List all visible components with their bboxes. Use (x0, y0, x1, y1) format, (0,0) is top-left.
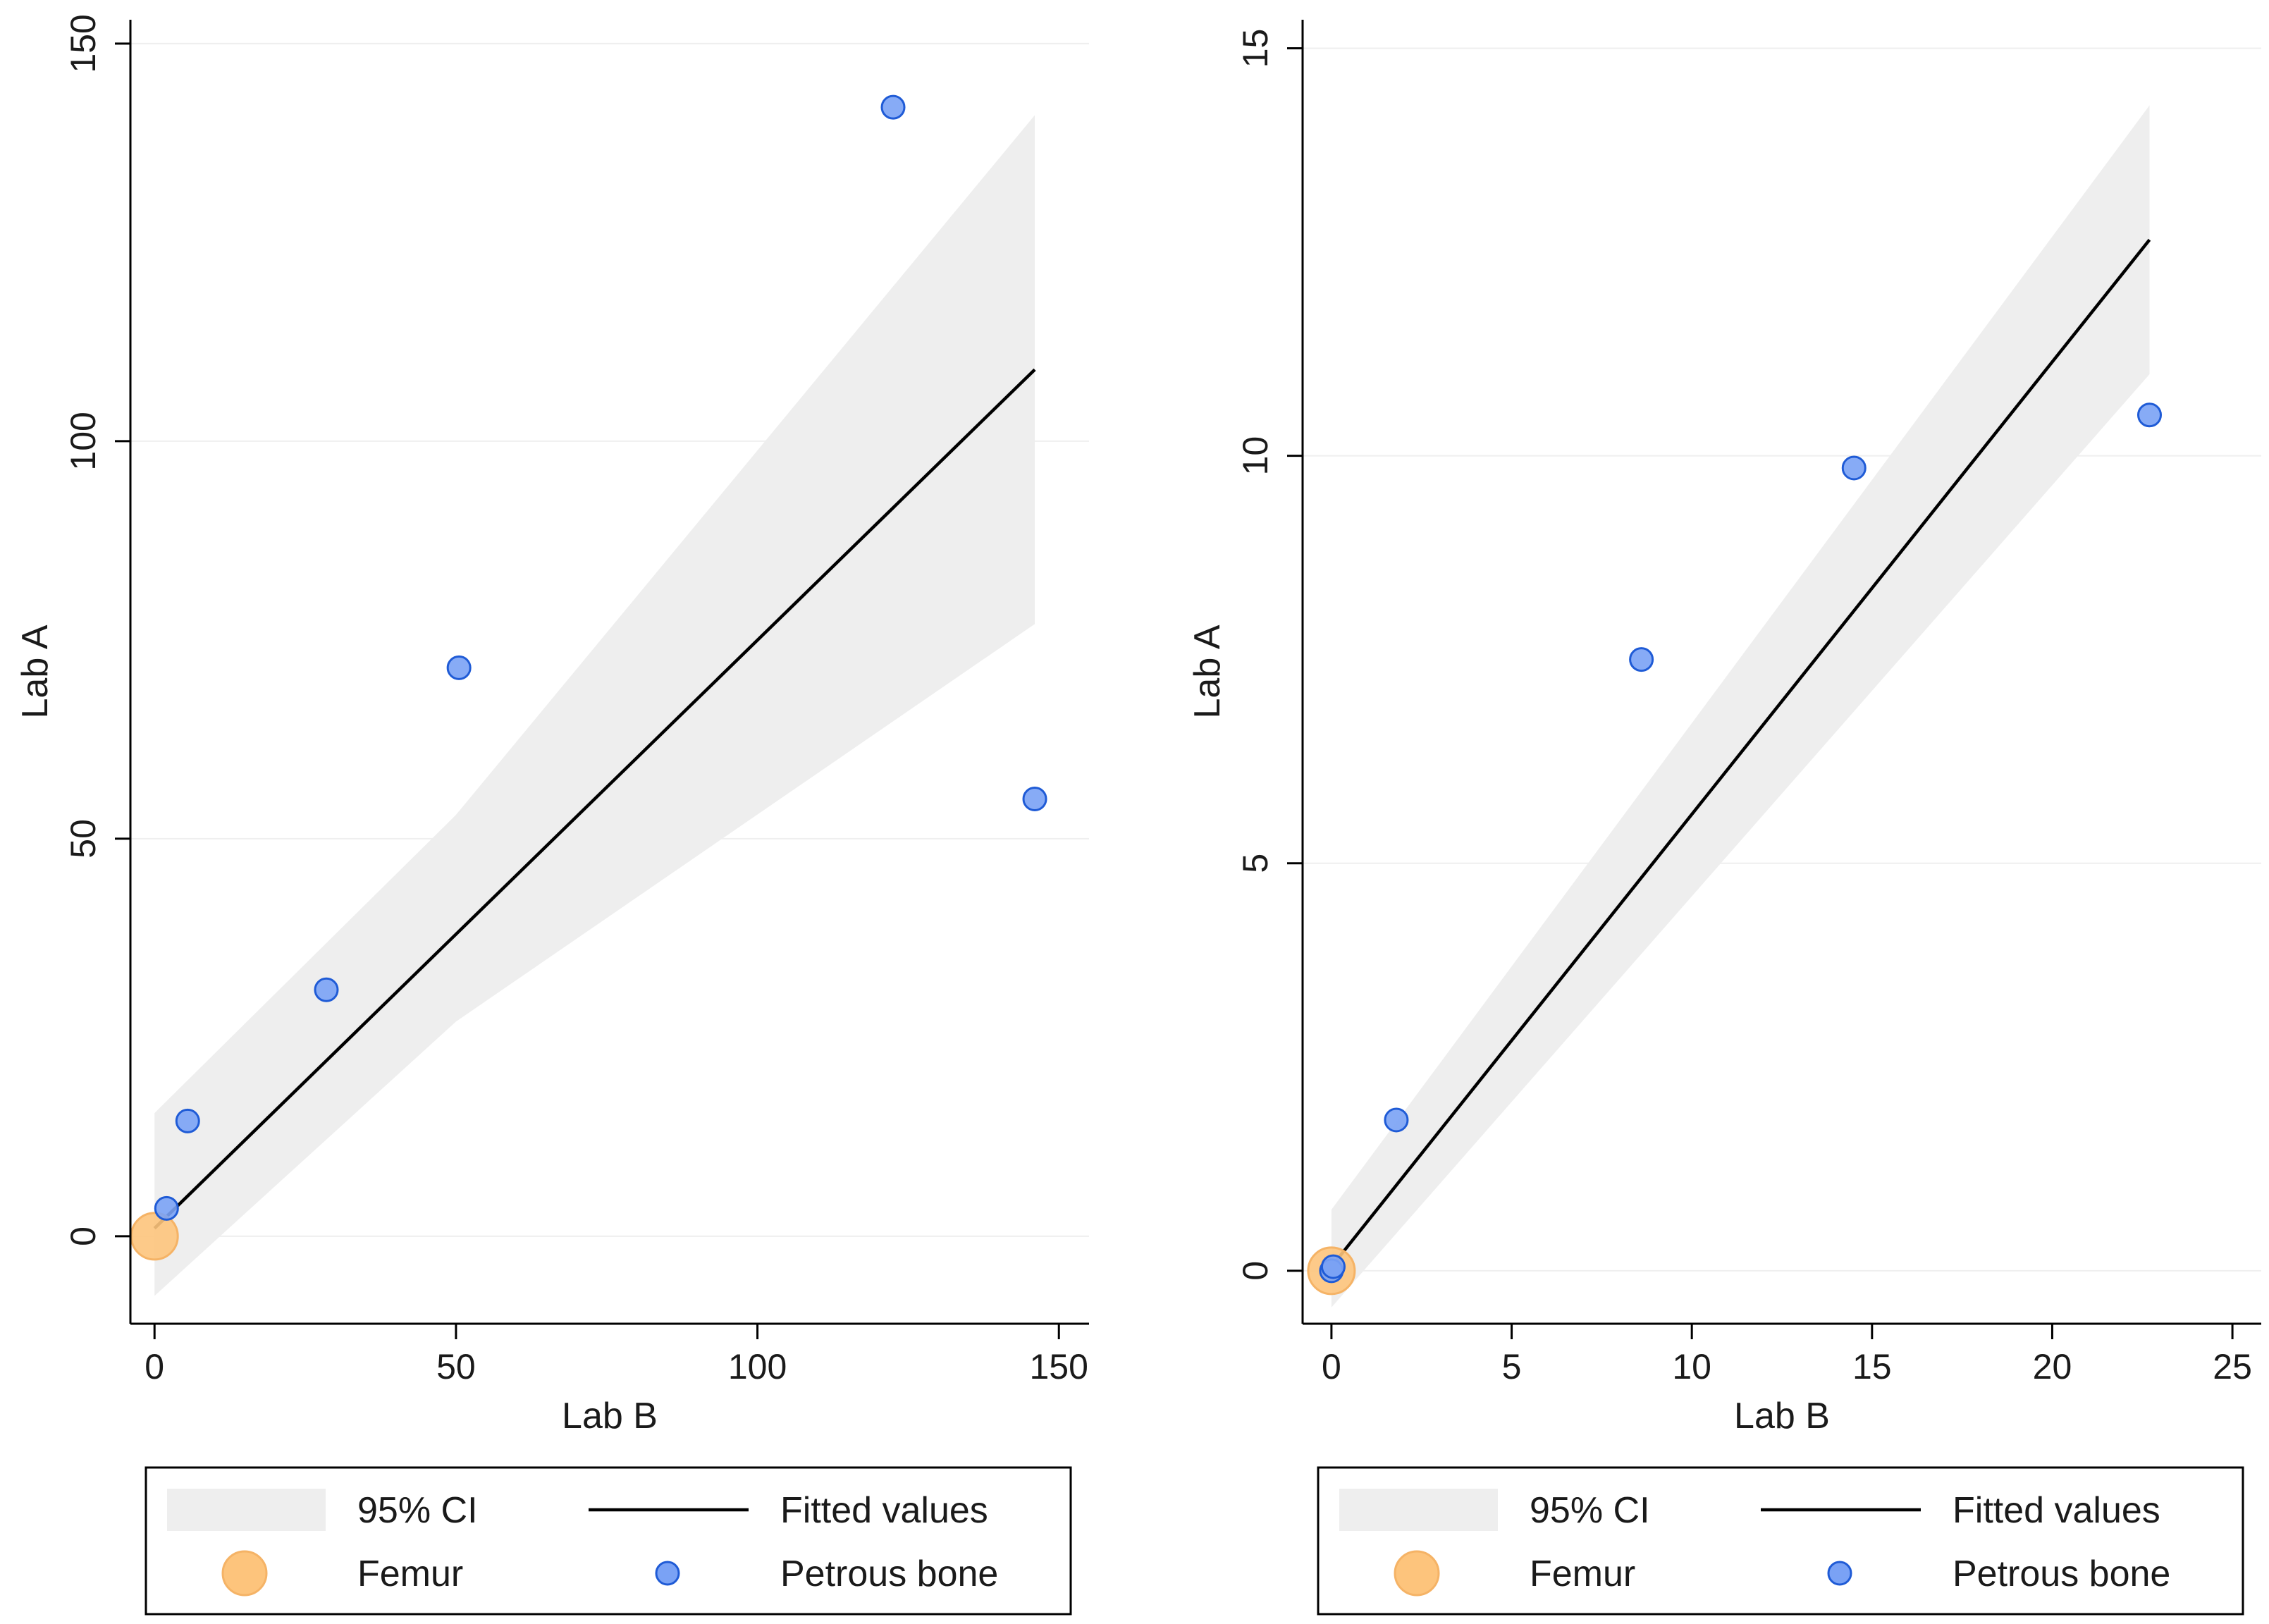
petrous-point (175, 1108, 200, 1133)
ci-band (1331, 105, 2150, 1308)
petrous-point (1384, 1107, 1409, 1133)
legend: 95% CI Fitted values Femur Petrous bone (144, 1466, 1072, 1616)
x-tick-label: 15 (1852, 1347, 1892, 1386)
y-axis-title: Lab A (15, 625, 56, 718)
y-tick-label: 15 (1236, 29, 1275, 68)
x-tick-label: 0 (1322, 1347, 1341, 1386)
legend-petrous-swatch (1827, 1561, 1852, 1586)
legend-femur-swatch (221, 1550, 268, 1597)
legend-petrous-swatch (655, 1561, 680, 1586)
legend-label: 95% CI (1530, 1490, 1650, 1531)
legend-label: Femur (1530, 1554, 1635, 1594)
legend-ci-swatch (167, 1489, 326, 1531)
y-tick-label: 150 (63, 14, 103, 73)
chart-panel-2: 0 5 10 15 0 5 10 15 20 25 Lab B Lab A 95% CI Fitted v… (1187, 20, 2261, 1616)
x-axis-title: Lab B (562, 1396, 658, 1437)
petrous-point (1022, 786, 1047, 811)
chart-panel-1: 0 50 100 150 0 50 100 150 Lab B Lab A 95% CI Fitted… (15, 14, 1089, 1616)
petrous-point (880, 94, 906, 120)
petrous-point (1841, 455, 1867, 481)
y-tick-label: 50 (63, 819, 103, 859)
legend-label: Petrous bone (780, 1554, 998, 1594)
legend-femur-swatch (1394, 1550, 1440, 1597)
petrous-point (314, 977, 339, 1002)
x-tick-label: 50 (436, 1347, 476, 1386)
fitted-line (153, 368, 1036, 1230)
x-tick-label: 100 (728, 1347, 787, 1386)
x-tick-label: 150 (1030, 1347, 1088, 1386)
x-tick-label: 0 (144, 1347, 164, 1386)
x-tick-label: 20 (2033, 1347, 2072, 1386)
petrous-point (154, 1195, 179, 1221)
x-tick-label: 25 (2213, 1347, 2252, 1386)
legend-label: Petrous bone (1953, 1554, 2170, 1594)
legend-label: Fitted values (1953, 1490, 2160, 1531)
y-tick-label: 0 (63, 1226, 103, 1246)
y-tick-label: 10 (1236, 436, 1275, 476)
petrous-point (1629, 647, 1654, 672)
y-axis-title: Lab A (1187, 625, 1228, 718)
petrous-point (2137, 402, 2163, 428)
petrous-point (1320, 1254, 1346, 1279)
legend: 95% CI Fitted values Femur Petrous bone (1317, 1466, 2244, 1616)
y-tick-label: 5 (1236, 854, 1275, 873)
y-tick-label: 100 (63, 412, 103, 470)
y-tick-label: 0 (1236, 1261, 1275, 1281)
legend-label: Fitted values (780, 1490, 988, 1531)
legend-label: 95% CI (357, 1490, 478, 1531)
fitted-line (1330, 238, 2151, 1268)
x-tick-label: 5 (1502, 1347, 1522, 1386)
petrous-point (446, 655, 472, 680)
legend-ci-swatch (1339, 1489, 1498, 1531)
ci-band (154, 115, 1035, 1296)
x-axis-title: Lab B (1734, 1396, 1830, 1437)
x-tick-label: 10 (1672, 1347, 1711, 1386)
legend-label: Femur (357, 1554, 463, 1594)
